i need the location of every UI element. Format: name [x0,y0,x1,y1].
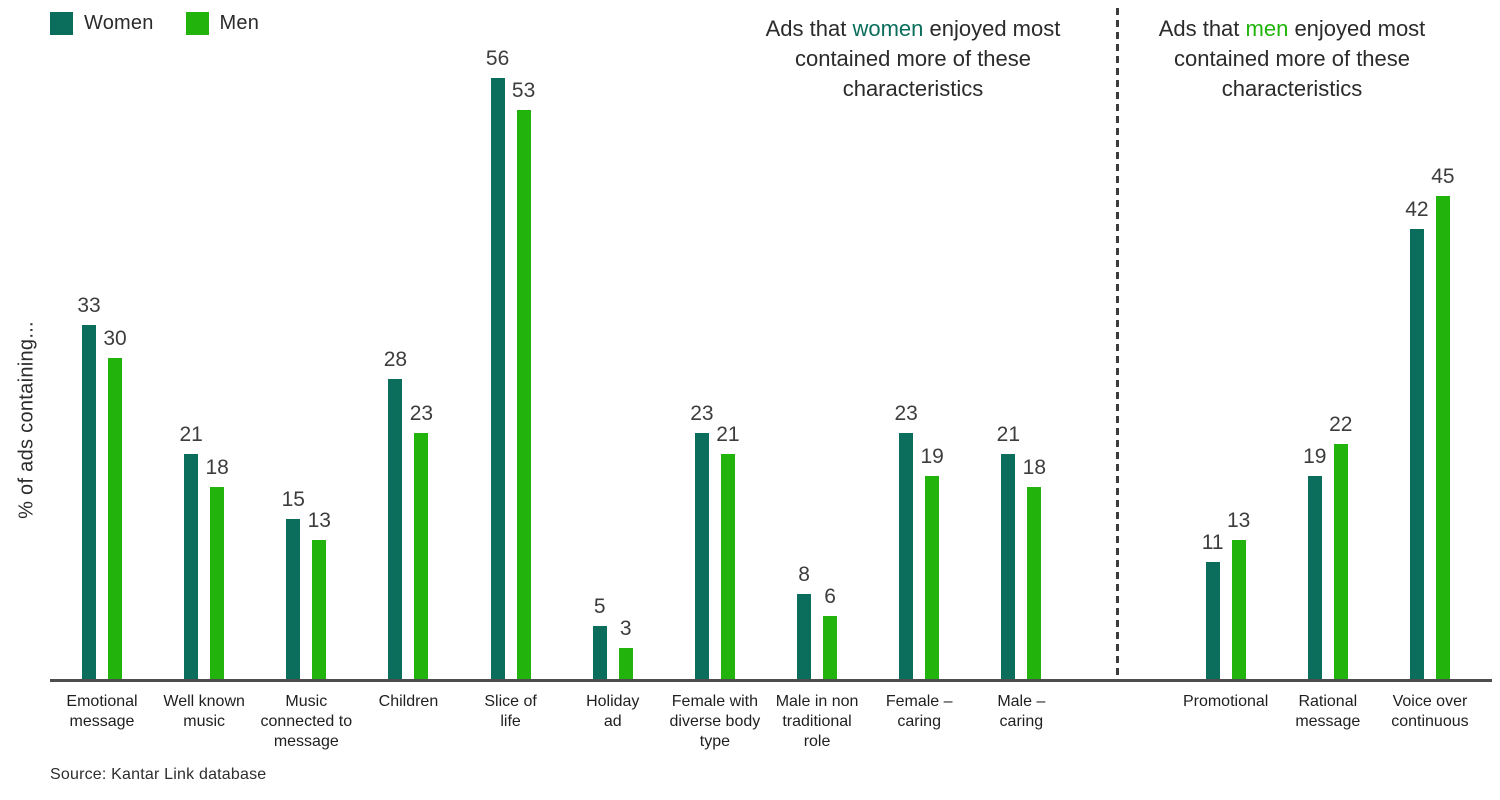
bar-value-men-4: 53 [511,79,536,103]
bar-value-men-7: 6 [824,584,836,608]
bar-value-women-13: 42 [1405,197,1429,221]
category-label-3: Children [378,693,439,710]
bar-men-7 [823,615,838,680]
legend-item-women: Women [50,12,154,35]
annotation-men-post: enjoyed most contained more of these cha… [1173,16,1426,101]
category-label-7: Male in non traditional role [775,693,859,750]
annotation-women-pre: Ads that [765,16,853,41]
bar-value-men-13: 45 [1431,165,1455,189]
bar-value-women-6: 23 [690,401,714,425]
annotation-women-highlight: women [852,16,924,41]
annotation-men-pre: Ads that [1158,16,1246,41]
bar-value-men-6: 21 [716,423,740,447]
bar-value-men-9: 18 [1022,455,1047,479]
bar-men-9 [1027,486,1042,680]
bar-women-11 [1205,561,1220,680]
legend-label-women: Women [84,12,154,34]
category-label-2: Music connected to message [260,693,353,750]
bar-men-5 [618,647,633,680]
bar-men-0 [108,357,122,680]
bar-men-11 [1231,540,1246,680]
bar-value-women-9: 21 [996,423,1021,447]
annotation-men-highlight: men [1245,16,1289,41]
bar-value-women-1: 21 [179,423,203,447]
category-label-4: Slice of life [484,693,537,730]
category-label-13: Voice over continuous [1391,693,1469,730]
legend-label-men: Men [219,12,260,34]
bar-value-men-12: 22 [1329,412,1353,436]
category-label-5: Holiday ad [586,693,640,730]
bar-value-women-12: 19 [1303,444,1327,468]
bar-value-men-11: 13 [1226,509,1251,533]
panel-divider-dashed-line [1116,8,1119,682]
bar-women-7 [797,594,812,680]
bar-men-4 [516,110,531,680]
bar-value-men-3: 23 [409,401,434,425]
bar-value-women-11: 11 [1201,530,1224,554]
category-label-0: Emotional message [66,693,138,730]
bar-women-8 [899,432,914,680]
annotation-women-post: enjoyed most contained more of these cha… [794,16,1061,101]
category-label-9: Male – caring [997,693,1046,730]
bar-women-6 [694,432,709,680]
bar-men-2 [312,540,327,680]
women-color-swatch [50,12,73,35]
bar-value-men-1: 18 [205,455,229,479]
bar-women-3 [388,379,403,680]
bar-women-2 [286,518,301,680]
bar-women-13 [1409,228,1424,680]
bar-value-women-8: 23 [894,401,918,425]
bar-women-5 [592,626,607,680]
annotation-men-panel: Ads that men enjoyed most contained more… [1142,14,1442,104]
category-label-11: Promotional [1182,693,1269,710]
bar-value-women-4: 56 [485,47,510,70]
legend: Women Men [50,12,291,35]
bar-value-women-5: 5 [593,595,606,619]
bar-women-0 [82,325,96,680]
bar-women-12 [1307,475,1322,680]
bar-men-12 [1333,443,1348,680]
bar-women-9 [1001,454,1016,680]
category-label-6: Female with diverse body type [669,693,761,750]
category-label-8: Female – caring [885,693,953,730]
category-label-1: Well known music [163,693,245,730]
bar-women-1 [184,454,199,680]
bar-men-8 [925,475,940,680]
bar-value-women-7: 8 [798,563,810,586]
bar-men-6 [720,454,735,680]
bar-value-men-2: 13 [307,509,331,533]
bar-men-13 [1435,196,1450,680]
plot-area: 33 30 21 18 15 13 28 23 56 53 5 3 23 21 8 6 23 19 21 18 11 13… [77,8,1455,682]
x-axis-line [50,679,1492,682]
bar-men-3 [414,432,429,680]
bar-men-1 [210,486,225,680]
bar-value-women-3: 28 [383,348,408,371]
bar-value-men-0: 30 [103,326,127,350]
bar-women-4 [490,78,505,680]
bar-value-men-8: 19 [920,444,944,468]
bar-value-women-0: 33 [77,294,101,318]
source-note: Source: Kantar Link database [50,766,267,783]
annotation-women-panel: Ads that women enjoyed most contained mo… [763,14,1063,104]
bar-value-men-5: 3 [619,616,632,640]
legend-item-men: Men [185,12,260,35]
category-label-12: Rational message [1295,693,1361,730]
men-color-swatch [185,12,209,35]
bar-value-women-2: 15 [281,487,305,511]
